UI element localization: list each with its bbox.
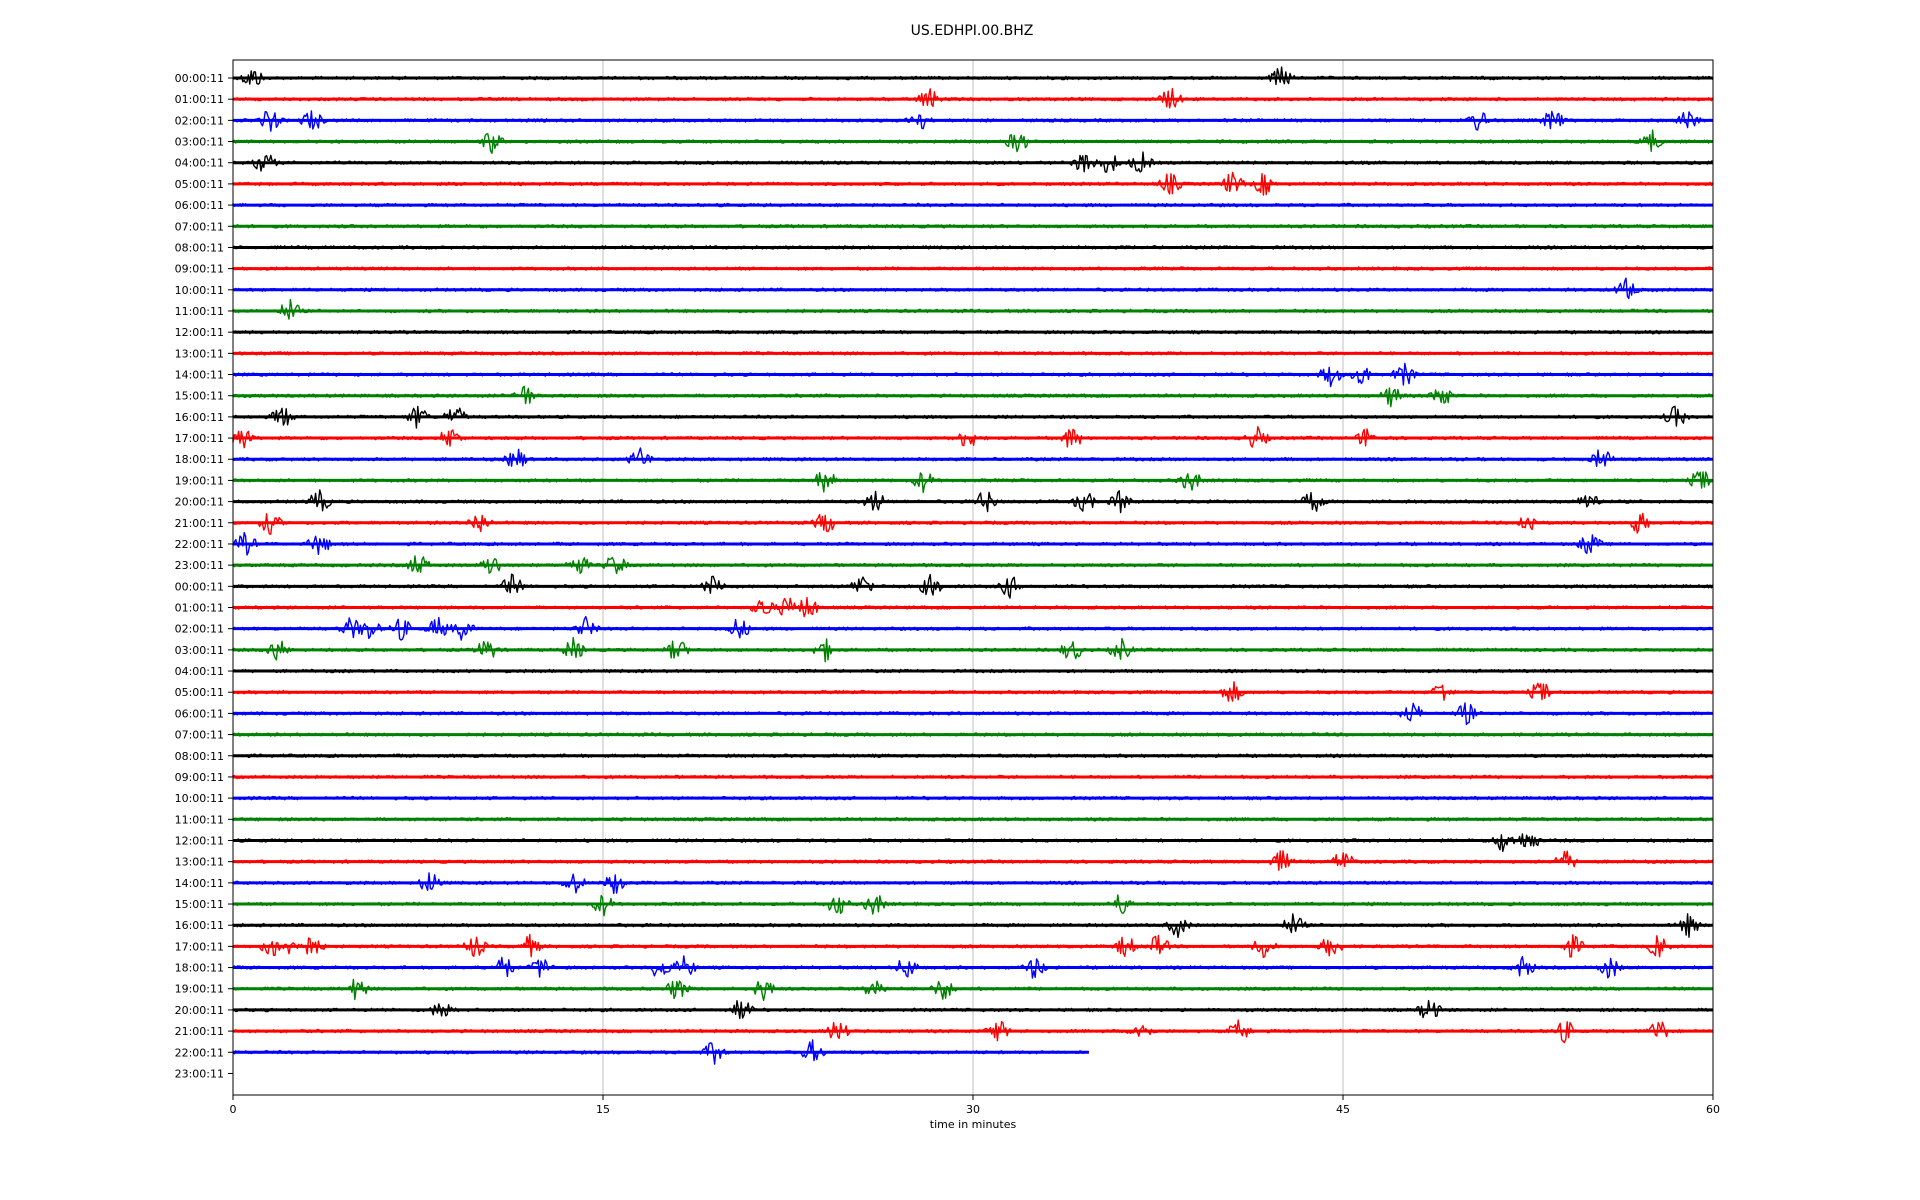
x-tick-labels: 0 15 30 45 60: [230, 1095, 1720, 1116]
row-time-label: 05:00:11: [175, 686, 224, 699]
row-time-label: 10:00:11: [175, 284, 224, 297]
row-time-label: 17:00:11: [175, 432, 224, 445]
row-time-label: 01:00:11: [175, 93, 224, 106]
row-time-label: 03:00:11: [175, 644, 224, 657]
row-time-label: 19:00:11: [175, 983, 224, 996]
row-time-label: 05:00:11: [175, 178, 224, 191]
row-time-label: 13:00:11: [175, 856, 224, 869]
row-time-label: 18:00:11: [175, 962, 224, 975]
row-time-label: 16:00:11: [175, 411, 224, 424]
row-time-label: 13:00:11: [175, 347, 224, 360]
row-time-label: 06:00:11: [175, 707, 224, 720]
row-time-label: 07:00:11: [175, 729, 224, 742]
row-time-label: 22:00:11: [175, 1046, 224, 1059]
row-time-label: 11:00:11: [175, 813, 224, 826]
row-time-label: 03:00:11: [175, 136, 224, 149]
row-time-label: 14:00:11: [175, 369, 224, 382]
row-time-label: 04:00:11: [175, 157, 224, 170]
row-time-label: 02:00:11: [175, 114, 224, 127]
grid-layer: [602, 60, 1344, 1095]
row-time-label: 04:00:11: [175, 665, 224, 678]
row-time-label: 15:00:11: [175, 390, 224, 403]
x-tick-label: 60: [1706, 1103, 1720, 1116]
row-time-label: 09:00:11: [175, 771, 224, 784]
row-time-label: 21:00:11: [175, 517, 224, 530]
chart-title: US.EDHPI.00.BHZ: [911, 23, 1034, 39]
row-time-label: 16:00:11: [175, 919, 224, 932]
row-time-label: 14:00:11: [175, 877, 224, 890]
trace-layer: [232, 66, 1714, 1065]
row-time-label: 00:00:11: [175, 580, 224, 593]
row-time-label: 06:00:11: [175, 199, 224, 212]
row-time-label: 17:00:11: [175, 940, 224, 953]
x-axis-label: time in minutes: [930, 1118, 1017, 1131]
x-tick-label: 0: [230, 1103, 237, 1116]
row-time-label: 11:00:11: [175, 305, 224, 318]
x-tick-label: 45: [1336, 1103, 1350, 1116]
x-tick-label: 15: [596, 1103, 610, 1116]
row-time-label: 08:00:11: [175, 750, 224, 763]
row-time-label: 07:00:11: [175, 220, 224, 233]
row-time-label: 12:00:11: [175, 326, 224, 339]
row-time-label: 23:00:11: [175, 1067, 224, 1080]
y-tick-labels: 00:00:11 01:00:11 02:00:11 03:00:11 04:00:11…: [175, 72, 233, 1080]
row-time-label: 15:00:11: [175, 898, 224, 911]
x-tick-label: 30: [966, 1103, 980, 1116]
row-time-label: 21:00:11: [175, 1025, 224, 1038]
row-time-label: 20:00:11: [175, 1004, 224, 1017]
row-time-label: 20:00:11: [175, 496, 224, 509]
row-time-label: 09:00:11: [175, 263, 224, 276]
row-time-label: 12:00:11: [175, 834, 224, 847]
row-time-label: 00:00:11: [175, 72, 224, 85]
row-time-label: 10:00:11: [175, 792, 224, 805]
row-time-label: 02:00:11: [175, 623, 224, 636]
row-time-label: 01:00:11: [175, 602, 224, 615]
row-time-label: 08:00:11: [175, 241, 224, 254]
row-time-label: 19:00:11: [175, 474, 224, 487]
row-time-label: 22:00:11: [175, 538, 224, 551]
row-time-label: 18:00:11: [175, 453, 224, 466]
row-time-label: 23:00:11: [175, 559, 224, 572]
